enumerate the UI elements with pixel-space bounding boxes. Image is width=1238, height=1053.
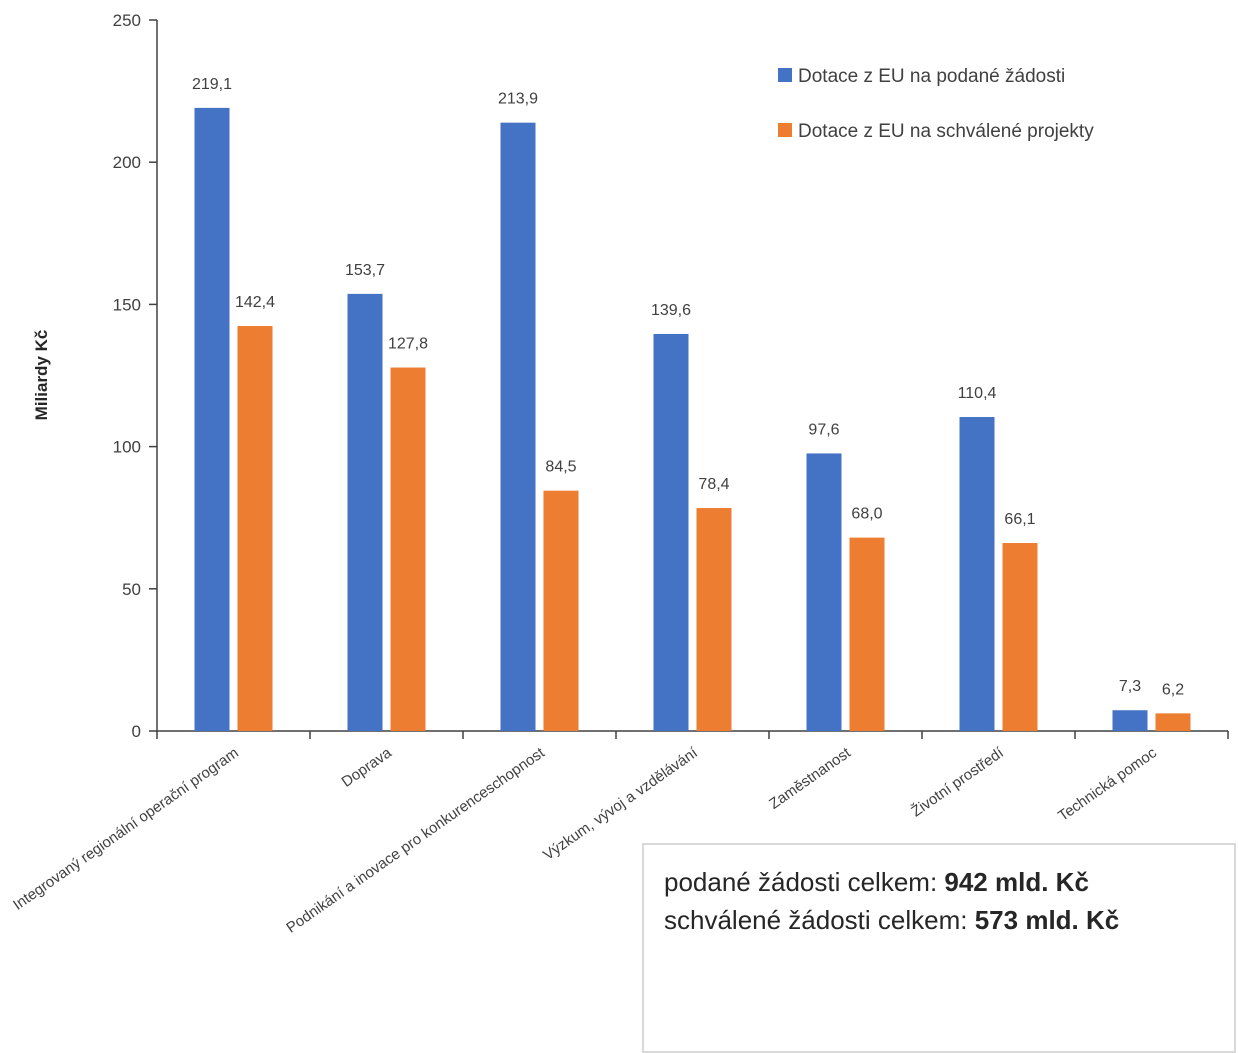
data-label: 142,4 [235, 294, 275, 311]
data-label: 219,1 [192, 76, 232, 93]
bar [543, 490, 579, 731]
data-label: 78,4 [698, 476, 729, 493]
data-label: 97,6 [808, 421, 839, 438]
data-label: 66,1 [1004, 511, 1035, 528]
data-label: 110,4 [958, 385, 997, 402]
bar [849, 537, 885, 731]
y-axis-title: Miliardy Kč [32, 330, 51, 421]
data-label: 127,8 [388, 336, 428, 353]
bar [237, 326, 273, 731]
category-label: Životní prostředí [908, 744, 1007, 821]
bar [1155, 713, 1191, 731]
y-tick-label: 0 [132, 722, 141, 741]
data-label: 153,7 [345, 262, 385, 279]
y-tick-label: 250 [113, 11, 141, 30]
summary-approved-value: 573 mld. Kč [974, 905, 1120, 935]
summary-line-approved: schválené žádosti celkem: 573 mld. Kč [664, 901, 1234, 939]
legend-swatch [778, 68, 792, 82]
bar [194, 107, 230, 732]
data-label: 68,0 [851, 506, 882, 523]
bar [959, 417, 995, 731]
bars [194, 107, 1191, 732]
category-label: Integrovaný regionální operační program [10, 744, 242, 913]
data-labels: 219,1 142,4 153,7 127,8 213,9 84,5 139,6 78,4 97… [192, 76, 1184, 698]
data-label: 213,9 [498, 91, 538, 108]
bar [696, 508, 732, 731]
legend: Dotace z EU na podané žádosti Dotace z EU… [778, 66, 1094, 142]
bar [806, 453, 842, 731]
data-label: 6,2 [1162, 681, 1184, 698]
category-label: Technická pomoc [1055, 744, 1160, 825]
summary-line-submitted: podané žádosti celkem: 942 mld. Kč [664, 863, 1234, 901]
bar [347, 293, 383, 731]
y-tick-label: 50 [122, 580, 141, 599]
axes: 0 50 100 150 200 250 [113, 11, 1229, 741]
data-label: 7,3 [1119, 678, 1141, 695]
bar [1002, 543, 1038, 731]
bar [500, 122, 536, 732]
data-label: 139,6 [651, 302, 691, 319]
y-tick-label: 100 [113, 438, 141, 457]
summary-submitted-prefix: podané žádosti celkem: [664, 867, 945, 897]
y-tick-label: 150 [113, 295, 141, 314]
data-label: 84,5 [545, 459, 576, 476]
bar [1112, 710, 1148, 731]
summary-box: podané žádosti celkem: 942 mld. Kč schvá… [642, 843, 1236, 1053]
legend-label: Dotace z EU na schválené projekty [798, 121, 1094, 142]
bar [390, 367, 426, 731]
category-label: Podnikání a inovace pro konkurenceschopn… [283, 744, 548, 937]
y-tick-label: 200 [113, 153, 141, 172]
bar [653, 333, 689, 731]
legend-label: Dotace z EU na podané žádosti [798, 66, 1065, 87]
summary-approved-prefix: schválené žádosti celkem: [664, 905, 975, 935]
category-label: Zaměstnanost [766, 744, 854, 813]
category-label: Doprava [339, 744, 396, 791]
legend-swatch [778, 123, 792, 137]
summary-submitted-value: 942 mld. Kč [944, 867, 1089, 897]
